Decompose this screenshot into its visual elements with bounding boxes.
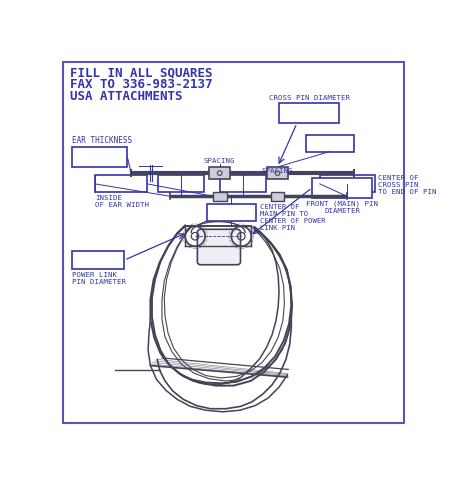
Text: CENTER OF
CROSS PIN
TO END OF PIN: CENTER OF CROSS PIN TO END OF PIN	[378, 175, 436, 195]
Text: FILL IN ALL SQUARES: FILL IN ALL SQUARES	[70, 67, 212, 80]
FancyBboxPatch shape	[213, 192, 227, 201]
FancyBboxPatch shape	[63, 62, 404, 422]
Text: SPACING: SPACING	[204, 158, 236, 164]
Text: FAX TO 336-983-2137: FAX TO 336-983-2137	[70, 78, 212, 91]
FancyBboxPatch shape	[72, 251, 124, 269]
Text: INSIDE
OF EAR WIDTH: INSIDE OF EAR WIDTH	[95, 195, 149, 208]
Text: CROSS PIN DIAMETER: CROSS PIN DIAMETER	[268, 95, 349, 101]
Text: USA ATTACHMENTS: USA ATTACHMENTS	[70, 90, 182, 103]
Text: SPACING: SPACING	[262, 168, 293, 174]
FancyBboxPatch shape	[209, 167, 231, 179]
FancyBboxPatch shape	[320, 175, 375, 192]
FancyBboxPatch shape	[158, 175, 204, 192]
Text: FRONT (MAIN) PIN
DIAMETER: FRONT (MAIN) PIN DIAMETER	[306, 200, 378, 214]
FancyBboxPatch shape	[306, 134, 354, 152]
FancyBboxPatch shape	[271, 192, 284, 201]
FancyBboxPatch shape	[72, 147, 127, 167]
Text: CENTER OF
MAIN PIN TO
CENTER OF POWER
LINK PIN: CENTER OF MAIN PIN TO CENTER OF POWER LI…	[260, 204, 325, 231]
FancyBboxPatch shape	[312, 178, 372, 198]
FancyBboxPatch shape	[207, 204, 256, 221]
FancyBboxPatch shape	[267, 167, 288, 179]
FancyBboxPatch shape	[197, 229, 241, 265]
Text: POWER LINK
PIN DIAMETER: POWER LINK PIN DIAMETER	[72, 272, 126, 285]
FancyBboxPatch shape	[279, 103, 339, 123]
FancyBboxPatch shape	[220, 175, 266, 192]
FancyBboxPatch shape	[95, 175, 147, 192]
Text: EAR THICKNESS: EAR THICKNESS	[72, 136, 132, 144]
